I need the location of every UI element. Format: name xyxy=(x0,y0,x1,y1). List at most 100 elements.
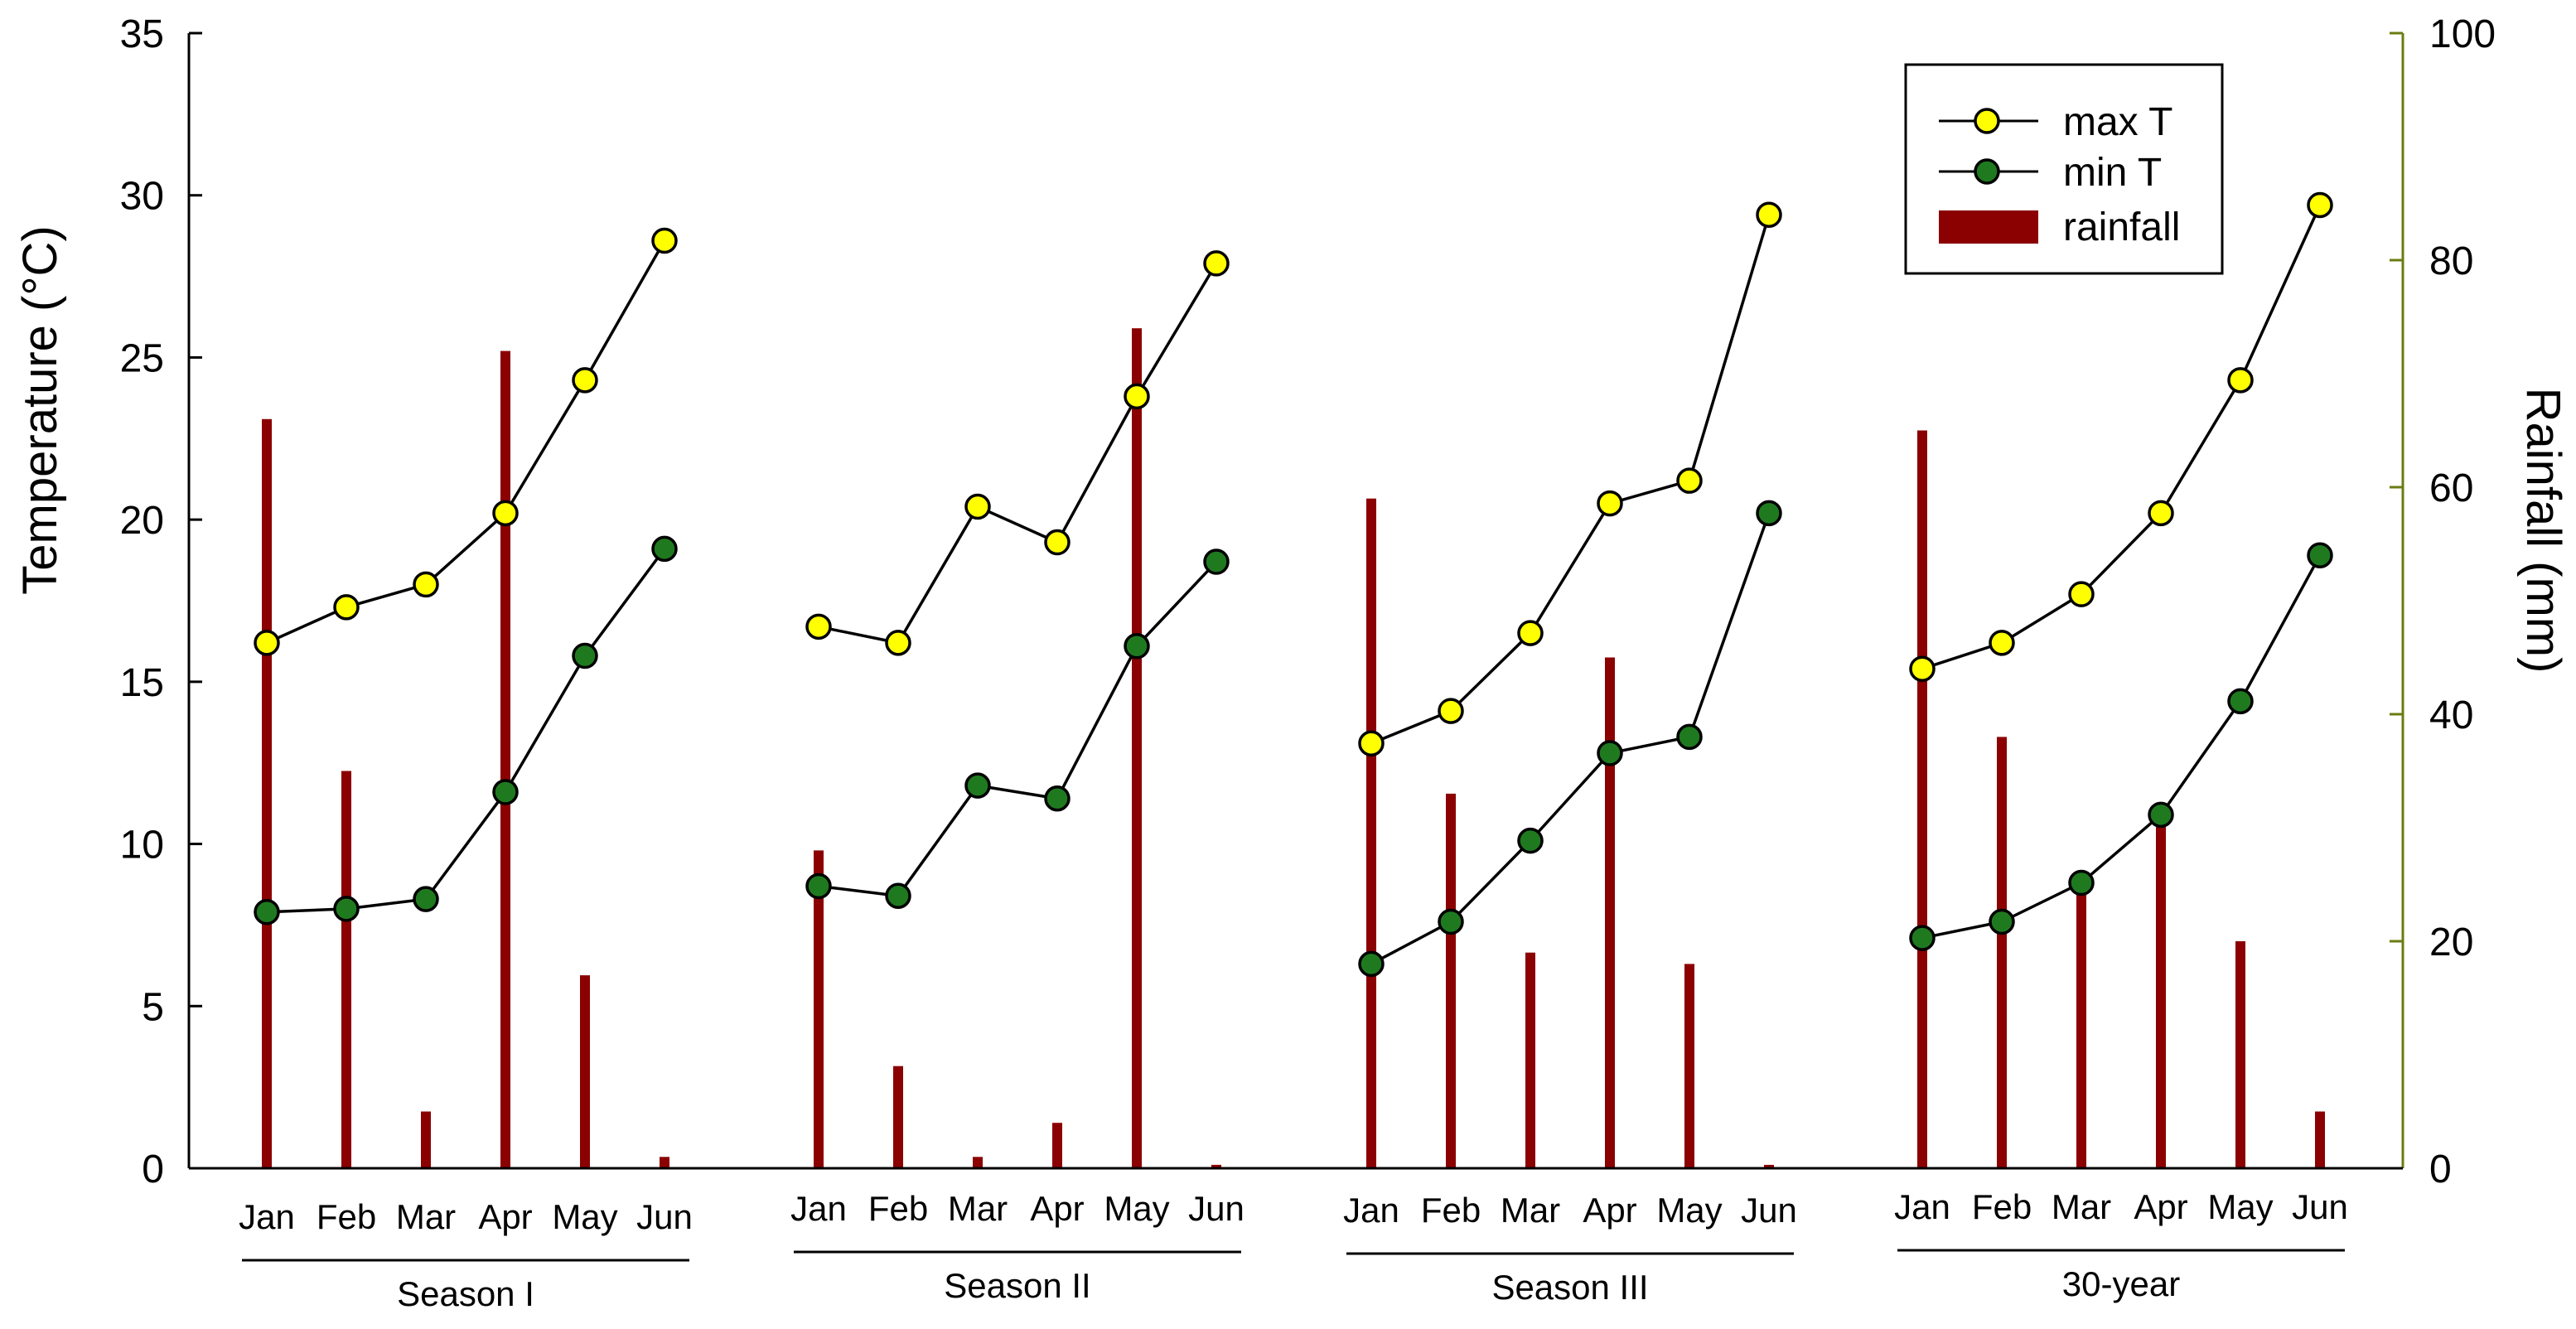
max-t-line xyxy=(1921,204,2322,670)
temperature-points xyxy=(254,191,2333,978)
min-t-point xyxy=(572,642,598,669)
min-t-point xyxy=(2227,688,2254,715)
min-t-line xyxy=(818,560,1218,898)
max-t-point xyxy=(1438,698,1464,724)
max-t-point xyxy=(1517,620,1544,646)
max-t-line xyxy=(266,239,666,645)
y2-tick-label: 0 xyxy=(2429,1148,2452,1191)
max-t-point xyxy=(2307,191,2333,219)
group-label: Season III xyxy=(1491,1268,1648,1307)
max-t-point xyxy=(885,630,911,656)
min-t-point xyxy=(1756,500,1782,527)
group-label: 30-year xyxy=(2062,1264,2180,1303)
max-t-point xyxy=(1756,201,1782,228)
y-tick-label: 5 xyxy=(142,985,164,1029)
min-t-line xyxy=(266,548,666,914)
rainfall-bar xyxy=(2076,884,2086,1168)
y-tick-label: 30 xyxy=(120,175,164,219)
rainfall-bar xyxy=(1917,430,1927,1168)
min-t-point xyxy=(1989,908,2015,935)
y-tick-label: 15 xyxy=(120,661,164,705)
month-label: Feb xyxy=(1421,1191,1481,1230)
max-t-point xyxy=(1358,730,1385,756)
rainfall-bar xyxy=(1684,964,1694,1168)
month-label: Mar xyxy=(396,1197,456,1236)
max-t-point xyxy=(2148,500,2174,527)
month-label: Mar xyxy=(1501,1191,1560,1230)
min-t-point xyxy=(1438,908,1464,935)
month-label: Jun xyxy=(2292,1187,2348,1226)
max-t-point xyxy=(1989,630,2015,656)
group-label: Season II xyxy=(944,1266,1090,1305)
month-label: Mar xyxy=(2052,1187,2111,1226)
rainfall-bar xyxy=(1366,498,1376,1168)
max-t-point xyxy=(1203,250,1230,277)
y-tick-label: 25 xyxy=(120,336,164,380)
month-label: Jun xyxy=(1741,1191,1797,1230)
month-label: Feb xyxy=(868,1189,928,1228)
min-t-point xyxy=(1517,827,1544,854)
min-t-point xyxy=(1597,740,1623,766)
rainfall-bar xyxy=(814,850,824,1168)
legend-rain-label: rainfall xyxy=(2063,205,2180,249)
month-label: Mar xyxy=(948,1189,1008,1228)
rainfall-bar xyxy=(1525,952,1535,1168)
rainfall-bar xyxy=(893,1066,903,1168)
min-t-point xyxy=(651,535,678,563)
y-tick-label: 10 xyxy=(120,824,164,867)
y-tick-label: 35 xyxy=(120,12,164,56)
legend-max-label: max T xyxy=(2063,100,2172,144)
max-t-point xyxy=(254,630,280,656)
max-t-point xyxy=(651,227,678,254)
rainfall-bar xyxy=(660,1157,669,1168)
month-label: May xyxy=(1656,1191,1722,1230)
max-t-point xyxy=(333,594,360,621)
month-labels: Jan Feb Mar Apr May Jun Jan Feb Mar Apr May Jun Jan F… xyxy=(239,1187,2348,1236)
rainfall-bar xyxy=(262,418,272,1168)
max-t-point xyxy=(2068,581,2095,607)
min-t-point xyxy=(2307,542,2333,568)
rainfall-bar xyxy=(500,350,510,1169)
axes: 0 5 10 15 20 25 30 35 0 20 40 60 80 100 xyxy=(120,12,2496,1191)
y-tick-label: 20 xyxy=(120,499,164,543)
month-label: Feb xyxy=(1972,1187,2032,1226)
max-t-point xyxy=(1124,383,1150,410)
y2-tick-label: 20 xyxy=(2429,921,2473,964)
y-tick-label: 0 xyxy=(142,1148,164,1191)
min-t-point xyxy=(333,896,360,922)
rainfall-bar xyxy=(2156,816,2166,1168)
max-t-point xyxy=(964,493,991,520)
month-label: Apr xyxy=(478,1197,532,1236)
month-label: Jan xyxy=(790,1189,847,1228)
legend-rain-swatch xyxy=(1939,210,2038,244)
rainfall-bar xyxy=(1605,657,1615,1168)
min-t-point xyxy=(1909,925,1936,951)
rainfall-bar xyxy=(421,1111,431,1168)
min-t-point xyxy=(1203,549,1230,575)
max-t-point xyxy=(805,613,832,640)
max-t-point xyxy=(1676,467,1703,494)
rainfall-bars xyxy=(262,328,2325,1169)
rainfall-bar xyxy=(973,1157,983,1168)
min-t-point xyxy=(1044,785,1071,812)
group-labels: Season I Season II Season III 30-year xyxy=(242,1249,2345,1313)
group-label: Season I xyxy=(397,1274,534,1313)
month-label: Jan xyxy=(1343,1191,1399,1230)
month-label: Jan xyxy=(239,1197,295,1236)
max-t-line xyxy=(1370,214,1771,745)
max-t-point xyxy=(1044,529,1071,556)
max-t-point xyxy=(572,367,598,394)
min-t-line xyxy=(1370,512,1771,965)
min-t-point xyxy=(1358,950,1385,978)
month-label: Jan xyxy=(1894,1187,1950,1226)
max-t-point xyxy=(492,500,519,527)
rainfall-bar xyxy=(1211,1164,1221,1168)
min-t-point xyxy=(254,899,280,925)
legend-min-label: min T xyxy=(2063,151,2162,195)
legend-max-marker xyxy=(1974,108,2000,134)
min-t-point xyxy=(1676,723,1703,751)
month-label: May xyxy=(1104,1189,1169,1228)
max-t-point xyxy=(2227,367,2254,394)
rainfall-bar xyxy=(2235,941,2245,1168)
